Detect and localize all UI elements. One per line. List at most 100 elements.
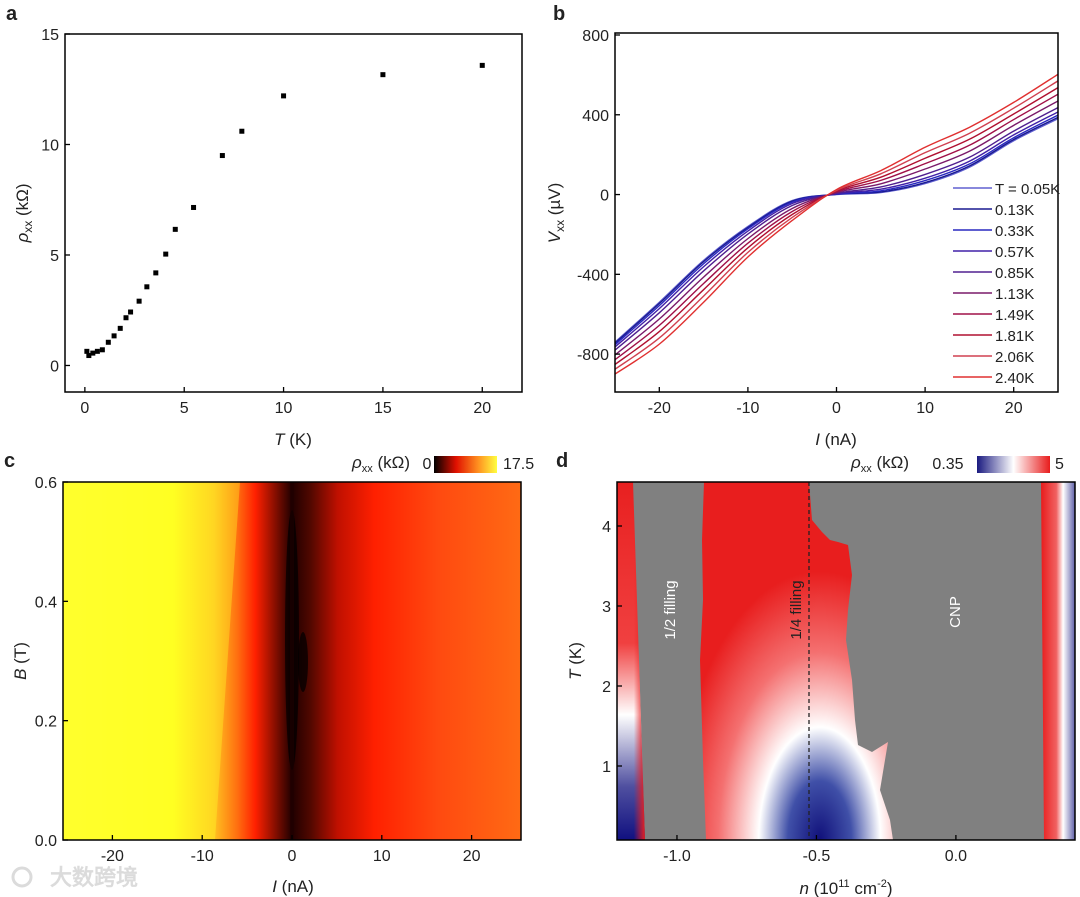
data-point: [99, 347, 105, 353]
plot-frame: [616, 481, 1076, 841]
x-label-unit-mid: cm: [850, 879, 877, 897]
panel-letter-c: c: [4, 450, 15, 472]
y-label-symbol: ρ: [13, 233, 32, 244]
x-axis-label: I (nA): [815, 430, 857, 449]
y-tick-label: 2: [602, 679, 611, 696]
colorbar: [977, 456, 1050, 473]
y-tick-label: 0: [600, 188, 609, 205]
data-point: [111, 333, 117, 339]
colorbar-min: 0.35: [932, 456, 963, 473]
x-axis-label: I (nA): [272, 877, 314, 896]
panel-a-resistance-vs-temperature: 0 5 10 15 20 0 5 10 15 ρxx (kΩ) T (K): [13, 27, 523, 449]
data-point: [163, 251, 169, 257]
annotation-half-filling: 1/2 filling: [662, 580, 679, 639]
colorbar-max: 17.5: [503, 456, 534, 473]
x-tick-label: 0: [832, 400, 841, 417]
colorbar-min: 0: [423, 456, 432, 473]
colorbar: [434, 456, 497, 473]
data-point: [128, 309, 134, 315]
y-tick-label: 3: [602, 599, 611, 616]
colorbar-label-symbol: ρ: [351, 453, 362, 472]
x-tick-label: 0: [288, 848, 297, 865]
x-label-symbol: n: [799, 879, 808, 897]
data-point: [90, 350, 96, 356]
y-label-unit: (µV): [545, 183, 564, 220]
y-label-subscript: xx: [553, 220, 567, 232]
panel-letter-a: a: [6, 3, 18, 25]
legend-label: 0.33K: [995, 223, 1034, 240]
x-label-unit-post: ): [887, 879, 893, 897]
data-point: [281, 93, 287, 99]
x-tick-label: 5: [180, 400, 189, 417]
watermark-text: 大数跨境: [50, 865, 138, 890]
axis-ticks: 0 5 10 15 20 0 5 10 15: [41, 27, 491, 417]
x-tick-label: 10: [916, 400, 934, 417]
x-label-symbol: I: [815, 430, 820, 449]
data-point: [191, 204, 197, 210]
data-point: [86, 353, 92, 359]
y-tick-label: 1: [602, 759, 611, 776]
y-tick-label: -800: [577, 347, 609, 364]
annotation-cnp: CNP: [947, 596, 964, 628]
data-point: [239, 128, 245, 134]
watermark: 大数跨境: [11, 865, 138, 890]
superconducting-dome-region: [700, 482, 893, 840]
x-tick-label: -0.5: [803, 848, 831, 865]
y-tick-label: 400: [582, 108, 609, 125]
x-tick-label: 0: [80, 400, 89, 417]
y-tick-label: 0.2: [35, 714, 57, 731]
series-line: [615, 100, 1058, 356]
data-points: [84, 62, 485, 359]
y-tick-label: 15: [41, 27, 59, 44]
data-point: [123, 315, 129, 321]
series-line: [615, 106, 1058, 351]
legend-label: 1.81K: [995, 328, 1034, 345]
colorbar-label-symbol: ρ: [850, 453, 861, 472]
heatmap-center-line: [290, 482, 294, 840]
legend-label: 1.13K: [995, 286, 1034, 303]
legend-label: 1.49K: [995, 307, 1034, 324]
x-tick-label: -1.0: [663, 848, 691, 865]
legend-label: 0.57K: [995, 244, 1034, 261]
legend-label: 2.40K: [995, 370, 1034, 387]
y-label-unit: (K): [566, 642, 585, 669]
legend: T = 0.05K 0.13K 0.33K 0.57K 0.85K 1.13K 1.49K 1…: [953, 181, 1060, 387]
x-tick-label: 10: [373, 848, 391, 865]
axis-ticks: -1.0 -0.5 0.0 1 2 3 4: [602, 519, 967, 865]
left-stripe-edge: [617, 482, 645, 840]
x-tick-label: -20: [101, 848, 124, 865]
series-line: [615, 93, 1058, 361]
legend-label: T = 0.05K: [995, 181, 1060, 198]
x-label-exponent: 11: [838, 878, 849, 890]
legend-label: 0.13K: [995, 202, 1034, 219]
y-label-symbol: V: [545, 230, 564, 243]
right-resistive-stripe: [1041, 482, 1075, 840]
data-point: [153, 270, 159, 276]
y-tick-label: 4: [602, 519, 611, 536]
series-line: [615, 73, 1058, 375]
data-point: [105, 339, 111, 345]
x-tick-label: 20: [463, 848, 481, 865]
x-axis-label: n (1011 cm-2): [799, 878, 892, 897]
data-point: [117, 325, 123, 331]
plot-frame: [614, 32, 1059, 393]
data-point: [219, 153, 225, 159]
watermark-logo-icon: [11, 866, 33, 888]
x-label-unit-exponent: -2: [877, 878, 887, 890]
data-point: [136, 298, 142, 304]
y-axis-label: B (T): [11, 642, 30, 680]
series-line: [615, 80, 1058, 370]
heatmap: 1/2 filling 1/4 filling CNP: [617, 482, 1075, 840]
x-tick-label: 10: [275, 400, 293, 417]
y-tick-label: 10: [41, 137, 59, 154]
y-tick-label: 5: [50, 248, 59, 265]
panel-b-iv-curves: -20 -10 0 10 20 -800 -400 0 400 800 T = 0.05K 0.13…: [545, 28, 1060, 449]
x-label-symbol: T: [274, 430, 286, 449]
y-tick-label: -400: [577, 267, 609, 284]
plot-frame: [64, 33, 523, 393]
y-tick-label: 800: [582, 28, 609, 45]
series-lines: [615, 73, 1058, 375]
y-label-subscript: xx: [21, 221, 35, 233]
colorbar-label-subscript: xx: [362, 463, 374, 475]
heatmap: [63, 482, 521, 840]
